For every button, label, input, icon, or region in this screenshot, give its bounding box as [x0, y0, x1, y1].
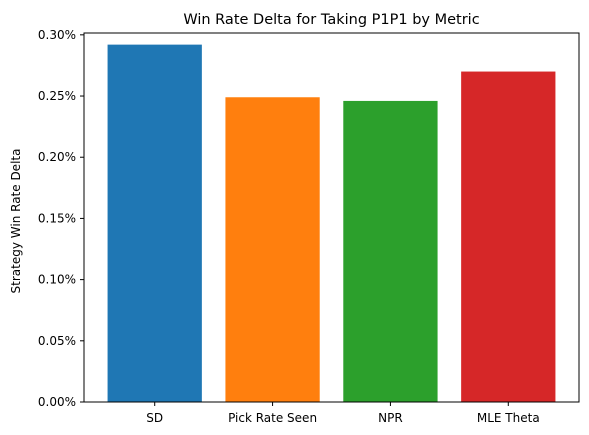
- y-tick-label: 0.30%: [38, 28, 76, 42]
- y-tick-label: 0.10%: [38, 273, 76, 287]
- y-tick-label: 0.15%: [38, 211, 76, 225]
- bar-pick-rate-seen: [225, 97, 320, 403]
- x-tick-label: SD: [146, 411, 163, 425]
- y-tick-label: 0.05%: [38, 334, 76, 348]
- y-tick-label: 0.20%: [38, 150, 76, 164]
- chart-title: Win Rate Delta for Taking P1P1 by Metric: [183, 12, 479, 28]
- y-tick-label: 0.25%: [38, 89, 76, 103]
- x-tick-label: Pick Rate Seen: [228, 411, 317, 425]
- bar-npr: [343, 100, 438, 402]
- x-ticks-group: SD Pick Rate Seen NPR MLE Theta: [146, 402, 540, 425]
- bar-mle-theta: [461, 71, 556, 402]
- bar-sd: [107, 44, 202, 403]
- x-tick-label: MLE Theta: [477, 411, 540, 425]
- x-tick-label: NPR: [378, 411, 403, 425]
- y-axis-label: Strategy Win Rate Delta: [9, 149, 23, 294]
- plot-frame: [83, 32, 580, 403]
- bars-group: [107, 44, 556, 403]
- y-ticks-group: 0.00% 0.05% 0.10% 0.15% 0.20% 0.25% 0.30%: [38, 28, 84, 409]
- y-tick-label: 0.00%: [38, 395, 76, 409]
